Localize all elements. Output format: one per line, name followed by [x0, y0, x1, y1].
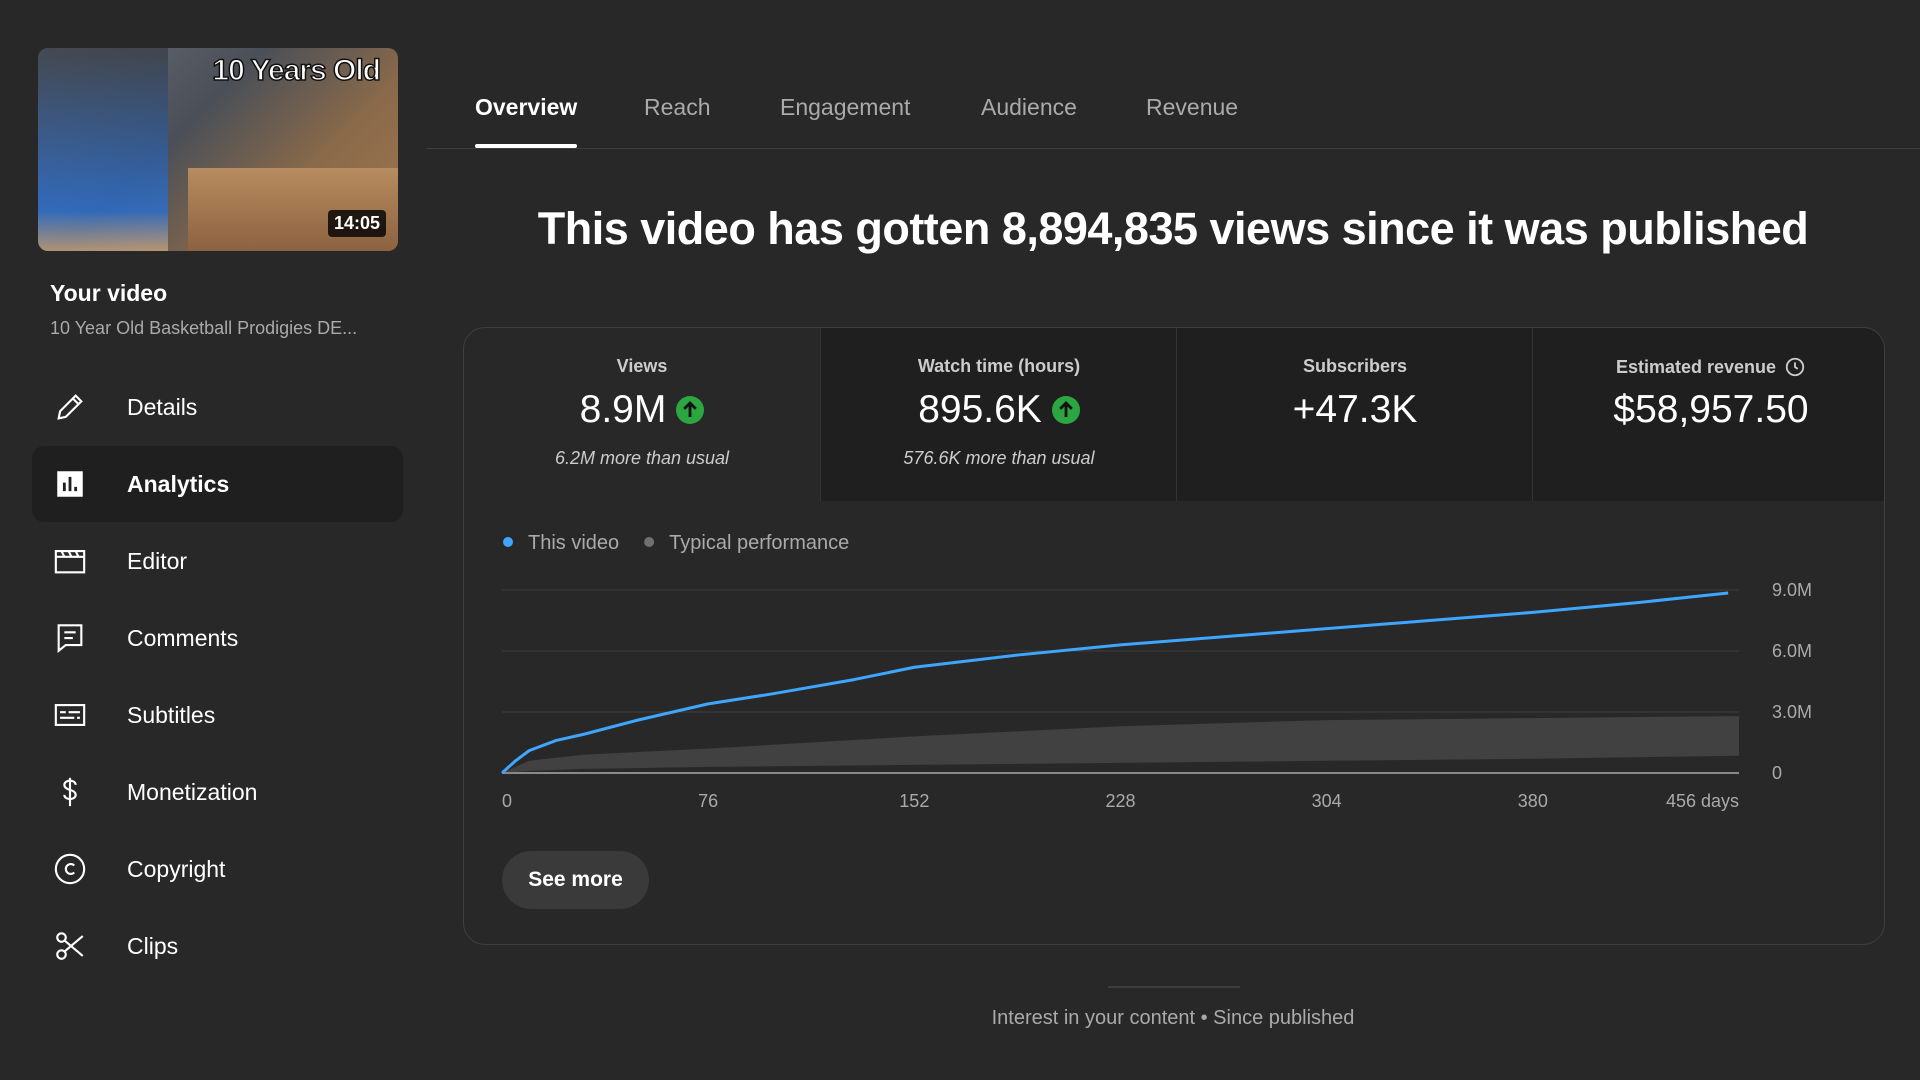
metric-note: 6.2M more than usual — [554, 448, 730, 468]
footer-text: Interest in your content • Since publish… — [991, 1007, 1355, 1029]
icon — [1785, 357, 1805, 377]
icon — [676, 396, 705, 424]
nav-item[interactable]: Details — [32, 369, 403, 445]
tab[interactable]: Reach — [644, 94, 711, 120]
icon — [57, 394, 83, 420]
sidebar-heading: Your video — [50, 280, 168, 306]
nav-label: Monetization — [127, 778, 258, 805]
metric-card[interactable]: Views 8.9M 6.2M more than usual — [464, 328, 820, 501]
nav-item[interactable]: Analytics — [32, 446, 403, 522]
nav-label: Editor — [127, 547, 188, 574]
icon — [54, 550, 86, 574]
thumbnail[interactable]: 10 Years Old 14:05 — [38, 48, 398, 251]
thumbnail-caption: 10 Years Old — [212, 53, 382, 88]
metric-label: Subscribers — [1302, 356, 1408, 376]
nav-label: Clips — [127, 932, 179, 959]
nav-label: Comments — [127, 624, 239, 651]
nav-item[interactable]: Subtitles — [32, 677, 403, 753]
tab[interactable]: Audience — [981, 94, 1077, 120]
icon — [56, 932, 84, 960]
icon — [57, 624, 83, 653]
overview-panel: Views 8.9M 6.2M more than usual Watch time … — [463, 327, 1885, 945]
tab[interactable]: Revenue — [1146, 94, 1239, 120]
video-title: 10 Year Old Basketball Prodigies DE... — [50, 318, 358, 338]
nav-label: Subtitles — [127, 701, 216, 728]
metric-card[interactable]: Subscribers +47.3K — [1176, 328, 1533, 501]
metric-value-row: $58,957.50 — [1533, 388, 1884, 432]
metric-label: Views — [616, 356, 668, 376]
metric-value-row: +47.3K — [1177, 388, 1533, 432]
metric-label: Estimated revenue — [1615, 356, 1777, 377]
tab-divider — [426, 148, 1920, 149]
metric-label-row: Watch time (hours) — [821, 356, 1177, 377]
nav-label: Copyright — [127, 855, 226, 882]
tab[interactable]: Engagement — [780, 94, 911, 120]
nav-label: Details — [127, 393, 198, 420]
metric-value: 895.6K — [918, 388, 1042, 431]
icon — [1051, 396, 1080, 424]
metric-value: 8.9M — [579, 388, 667, 431]
metric-label-row: Subscribers — [1177, 356, 1533, 377]
icon — [57, 471, 83, 497]
metric-value-row: 8.9M — [464, 388, 820, 432]
nav-item[interactable]: Copyright — [32, 831, 403, 907]
metric-label: Watch time (hours) — [917, 356, 1081, 376]
nav-item[interactable]: Editor — [32, 523, 403, 599]
duration: 14:05 — [327, 210, 386, 237]
metric-card[interactable]: Watch time (hours) 895.6K 576.6K more than… — [820, 328, 1177, 501]
nav-label: Analytics — [127, 470, 230, 497]
metric-value-row: 895.6K — [821, 388, 1177, 432]
nav-item[interactable]: Comments — [32, 600, 403, 676]
metric-value: $58,957.50 — [1613, 388, 1809, 431]
headline: This video has gotten 8,894,835 views si… — [537, 203, 1809, 254]
nav-item[interactable]: Monetization — [32, 754, 403, 830]
metric-note: 576.6K more than usual — [903, 448, 1095, 468]
metric-label-row: Views — [464, 356, 820, 377]
metric-value: +47.3K — [1292, 388, 1418, 431]
metric-label-row: Estimated revenue — [1533, 356, 1884, 378]
metric-card[interactable]: Estimated revenue $58,957.50 — [1532, 328, 1884, 501]
icon — [54, 704, 86, 726]
tab-underline — [475, 144, 578, 148]
icon — [63, 777, 77, 807]
icon — [54, 853, 86, 885]
tab[interactable]: Overview — [475, 94, 578, 148]
see-more-button[interactable]: See more — [502, 851, 649, 909]
footer-divider — [1108, 986, 1240, 988]
nav-item[interactable]: Clips — [32, 908, 403, 984]
